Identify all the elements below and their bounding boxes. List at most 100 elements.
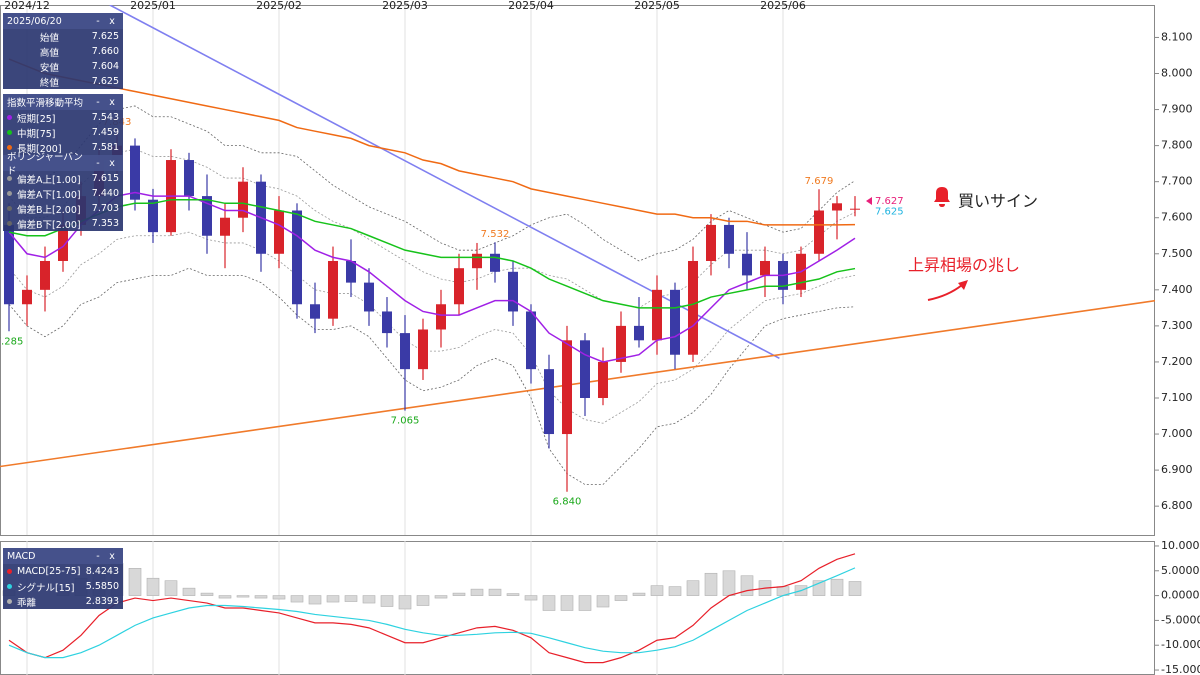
y-tick-label: 7.600 [1161, 211, 1193, 224]
close-button[interactable]: x [109, 157, 115, 169]
y-tick-label: 10.0000 [1161, 539, 1200, 552]
price-tag-arrow [866, 196, 872, 205]
histogram-bar [434, 595, 448, 599]
x-tick-label: 2025/05 [634, 0, 680, 12]
bell-icon [934, 187, 950, 207]
y-tick-label: -15.0000 [1161, 663, 1200, 675]
panel-title: 指数平滑移動平均 [7, 98, 84, 109]
candle-body [382, 311, 392, 334]
candle-body [562, 340, 572, 435]
y-tick-label: 7.200 [1161, 355, 1193, 368]
histogram-bar [290, 595, 304, 603]
price-tag: 7.627 [875, 196, 904, 207]
y-tick-label: -5.0000 [1161, 613, 1200, 626]
ohlc-name: 終値 [39, 77, 59, 89]
extreme-label: 7.679 [805, 176, 834, 187]
legend-row: 偏差A上[1.00] 7.615 [3, 171, 123, 186]
x-tick-label: 2025/02 [256, 0, 302, 12]
legend-name: 偏差A上[1.00] [17, 174, 81, 186]
candle-body [292, 210, 302, 305]
trend-line [0, 299, 1155, 468]
legend-dot [7, 191, 12, 196]
candle-body [130, 145, 140, 200]
candle-body [202, 196, 212, 236]
buy-signal-text: 買いサイン [958, 192, 1038, 211]
histogram-bar [524, 595, 538, 601]
y-tick-label: 7.100 [1161, 391, 1193, 404]
candle-body [328, 260, 338, 319]
minimize-button[interactable]: - [96, 550, 100, 562]
panel-title: ボリンジャーバンド [7, 152, 83, 177]
histogram-bar [254, 595, 268, 599]
histogram-bar [416, 595, 430, 606]
trend-line [109, 5, 780, 360]
legend-dot [7, 584, 12, 589]
extreme-label: 7.285 [0, 336, 23, 347]
x-tick-label: 2024/12 [4, 0, 50, 12]
x-tick-label: 2025/01 [130, 0, 176, 12]
legend-name: 短期[25] [17, 113, 56, 125]
histogram-bar [164, 580, 178, 596]
y-tick-label: 5.0000 [1161, 564, 1200, 577]
close-button[interactable]: x [109, 15, 115, 27]
legend-row: 偏差B上[2.00] 7.703 [3, 201, 123, 216]
trend-arrow-head [958, 280, 968, 290]
histogram-bar [182, 587, 196, 596]
legend-row: 乖離 2.8393 [3, 594, 123, 609]
candle-body [436, 304, 446, 330]
series-line [8, 567, 856, 659]
legend-dot [7, 130, 12, 135]
candle-body [400, 333, 410, 370]
close-button[interactable]: x [109, 550, 115, 562]
legend-dot [7, 221, 12, 226]
y-tick-label: 7.700 [1161, 175, 1193, 188]
candle-body [526, 311, 536, 370]
ohlc-row: 高値 7.660 [3, 44, 123, 59]
macd-frame [0, 541, 1155, 675]
minimize-button[interactable]: - [96, 96, 100, 108]
histogram-bar [614, 595, 628, 601]
trend-signal-text: 上昇相場の兆し [908, 256, 1020, 275]
histogram-bar [506, 593, 520, 596]
y-tick-label: 6.900 [1161, 463, 1193, 476]
panel-header: 指数平滑移動平均 - x [3, 94, 123, 110]
ohlc-value: 7.660 [91, 46, 119, 57]
price-tag: 7.625 [875, 207, 904, 218]
candle-body [814, 210, 824, 254]
histogram-bar [128, 567, 142, 596]
legend-dot [7, 176, 12, 181]
histogram-bar [200, 592, 214, 596]
candle-body [652, 289, 662, 341]
candle-body [310, 304, 320, 319]
y-tick-label: 0.0000 [1161, 589, 1200, 602]
series-line [8, 267, 856, 485]
histogram-bar [488, 588, 502, 596]
histogram-bar [362, 595, 376, 604]
candle-body [850, 208, 860, 210]
main-frame [0, 5, 1155, 536]
legend-value: 7.440 [91, 188, 119, 199]
series-line [8, 105, 856, 262]
legend-row: 偏差A下[1.00] 7.440 [3, 186, 123, 201]
legend-row: 中期[75] 7.459 [3, 125, 123, 140]
close-button[interactable]: x [109, 96, 115, 108]
histogram-bar [596, 595, 610, 608]
histogram-bar [218, 595, 232, 599]
minimize-button[interactable]: - [96, 15, 100, 27]
legend-name: 中期[75] [17, 128, 56, 140]
histogram-bar [668, 586, 682, 596]
legend-value: 2.8393 [85, 596, 119, 607]
panel-title: MACD [7, 550, 36, 562]
extreme-label: 6.840 [553, 497, 582, 508]
minimize-button[interactable]: - [96, 157, 100, 169]
candle-body [238, 181, 248, 218]
histogram-bar [470, 588, 484, 596]
panel-rows: MACD[25-75] 8.4243 シグナル[15] 5.5850 乖離 2.8393 [3, 564, 123, 609]
candle-body [508, 271, 518, 312]
buy-signal: 買いサイン [934, 187, 1038, 211]
series-line [8, 58, 856, 226]
ohlc-row: 終値 7.625 [3, 74, 123, 89]
ema-panel: 指数平滑移動平均 - x 短期[25] 7.543 中期[75] 7.459 長期[200]… [3, 94, 123, 155]
histogram-bar [542, 595, 556, 611]
